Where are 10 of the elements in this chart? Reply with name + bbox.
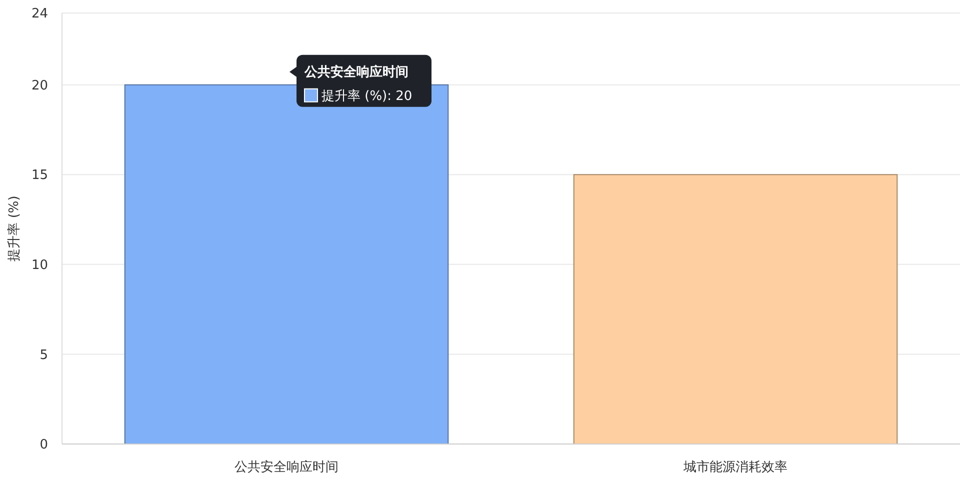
y-tick-label: 0: [40, 438, 48, 453]
annotation: 公共安全响应时间: [304, 64, 408, 80]
y-tick-label: 10: [31, 258, 48, 273]
y-tick-label: 15: [31, 168, 48, 184]
y-tick-label: 24: [31, 6, 48, 22]
annotation: 提升率 (%): 20: [322, 88, 412, 104]
x-tick-label: 城市能源消耗效率: [682, 459, 788, 475]
y-tick-label: 20: [31, 78, 48, 94]
y-axis-title: 提升率 (%): [6, 196, 22, 262]
y-tick-label: 5: [40, 348, 48, 363]
